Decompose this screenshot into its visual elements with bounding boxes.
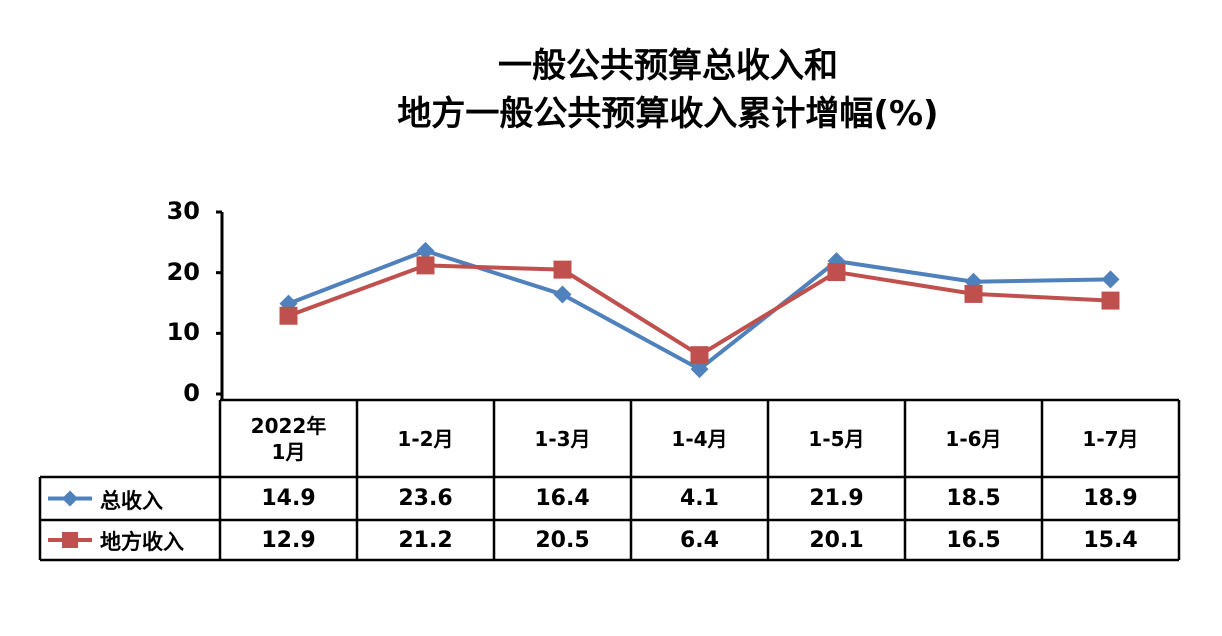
chart-title: 一般公共预算总收入和 <box>498 46 838 86</box>
legend-label: 总收入 <box>100 488 163 513</box>
legend-label: 地方收入 <box>100 530 184 554</box>
marker <box>416 256 435 275</box>
table-value: 16.5 <box>946 527 1001 553</box>
table-value: 21.2 <box>398 527 453 553</box>
marker <box>690 360 709 379</box>
marker <box>279 306 298 325</box>
category-label: 1-7月 <box>1042 400 1179 477</box>
x-tick-label: 1-7月 <box>1082 426 1139 451</box>
x-tick-label: 1-2月 <box>397 426 454 451</box>
marker <box>827 263 846 282</box>
category-label: 1-3月 <box>494 400 631 477</box>
x-tick-label: 2022年1月 <box>250 413 327 464</box>
table-value: 18.9 <box>1083 486 1138 511</box>
marker <box>62 532 78 548</box>
table-value: 14.9 <box>261 486 316 511</box>
y-tick-label: 10 <box>166 318 200 347</box>
table-value: 18.5 <box>946 486 1001 511</box>
y-tick-label: 0 <box>183 379 200 407</box>
marker <box>62 490 78 507</box>
table-value: 16.4 <box>535 486 590 511</box>
x-tick-label: 1-3月 <box>534 426 591 451</box>
table-value: 12.9 <box>261 527 316 553</box>
x-tick-label: 1-5月 <box>808 426 865 451</box>
table-value: 15.4 <box>1083 527 1138 553</box>
category-label: 1-6月 <box>905 400 1042 477</box>
series-line <box>287 263 1111 358</box>
marker <box>416 241 435 260</box>
marker <box>964 284 983 303</box>
marker <box>690 346 709 365</box>
table-value: 21.9 <box>809 486 864 511</box>
category-label: 2022年1月 <box>220 400 357 477</box>
y-tick-label: 20 <box>166 257 200 286</box>
table-value: 4.1 <box>680 486 719 511</box>
table-value: 20.1 <box>809 527 864 553</box>
y-tick-label: 30 <box>166 197 200 225</box>
x-tick-label: 1-6月 <box>945 426 1002 451</box>
category-label: 1-2月 <box>357 400 494 477</box>
chart-title: 地方一般公共预算收入累计增幅(%) <box>397 94 939 134</box>
table-value: 23.6 <box>398 486 453 511</box>
marker <box>1101 291 1120 310</box>
category-label: 1-4月 <box>631 400 768 477</box>
table-value: 20.5 <box>535 527 590 553</box>
marker <box>553 260 572 279</box>
marker <box>1101 270 1120 289</box>
category-label: 1-5月 <box>768 400 905 477</box>
x-tick-label: 1-4月 <box>671 426 728 451</box>
table-value: 6.4 <box>680 527 719 553</box>
marker <box>553 285 572 304</box>
